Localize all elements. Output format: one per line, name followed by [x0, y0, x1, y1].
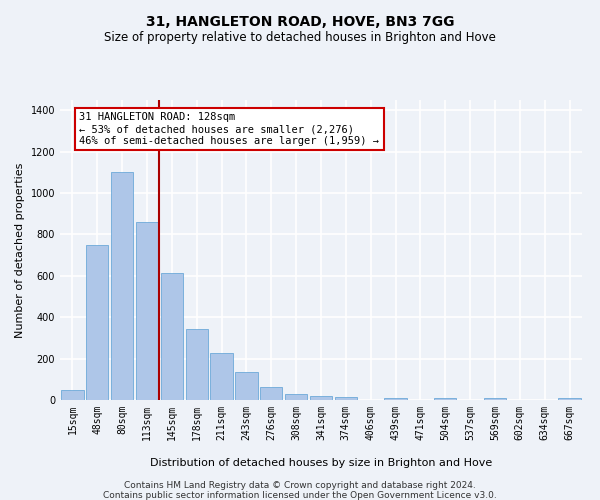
- Bar: [260, 386, 283, 400]
- Text: Contains public sector information licensed under the Open Government Licence v3: Contains public sector information licen…: [103, 491, 497, 500]
- Bar: [136, 222, 158, 400]
- Bar: [211, 354, 233, 400]
- Bar: [111, 172, 133, 400]
- Bar: [434, 398, 457, 400]
- Text: Size of property relative to detached houses in Brighton and Hove: Size of property relative to detached ho…: [104, 31, 496, 44]
- Bar: [335, 398, 357, 400]
- Bar: [161, 273, 183, 400]
- Text: Distribution of detached houses by size in Brighton and Hove: Distribution of detached houses by size …: [150, 458, 492, 468]
- Bar: [285, 394, 307, 400]
- Bar: [385, 398, 407, 400]
- Bar: [61, 390, 83, 400]
- Bar: [559, 398, 581, 400]
- Text: 31 HANGLETON ROAD: 128sqm
← 53% of detached houses are smaller (2,276)
46% of se: 31 HANGLETON ROAD: 128sqm ← 53% of detac…: [79, 112, 379, 146]
- Text: Contains HM Land Registry data © Crown copyright and database right 2024.: Contains HM Land Registry data © Crown c…: [124, 481, 476, 490]
- Bar: [185, 328, 208, 400]
- Bar: [484, 398, 506, 400]
- Text: 31, HANGLETON ROAD, HOVE, BN3 7GG: 31, HANGLETON ROAD, HOVE, BN3 7GG: [146, 15, 454, 29]
- Bar: [86, 245, 109, 400]
- Bar: [310, 396, 332, 400]
- Bar: [235, 372, 257, 400]
- Y-axis label: Number of detached properties: Number of detached properties: [15, 162, 25, 338]
